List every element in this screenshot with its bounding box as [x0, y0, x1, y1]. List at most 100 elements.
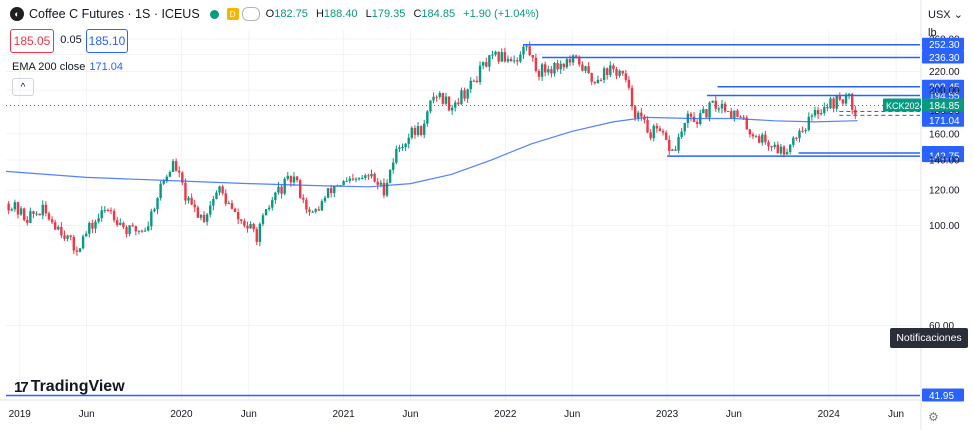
candle-body: [547, 69, 550, 73]
collapse-legend-button[interactable]: ^: [12, 78, 34, 96]
candle-body: [714, 100, 717, 109]
candle-body: [361, 177, 364, 179]
settings-gear-icon[interactable]: ⚙: [928, 410, 939, 424]
chevron-down-icon: ⌄: [953, 9, 963, 21]
candle-body: [590, 73, 593, 82]
candle-body: [283, 178, 286, 194]
tradingview-mark-icon: 17: [14, 378, 29, 396]
candle-body: [267, 207, 271, 210]
candle-body: [512, 60, 516, 62]
candle-body: [798, 130, 801, 139]
candle-body: [100, 210, 103, 219]
candle-body: [103, 210, 106, 212]
candle-body: [494, 51, 497, 55]
candle-body: [119, 222, 122, 225]
price-tick-label: 180.00: [929, 106, 960, 117]
candle-body: [41, 204, 44, 216]
candle-body: [761, 134, 764, 143]
price-level-label: 41.95: [929, 391, 954, 402]
symbol-badge: [883, 98, 921, 112]
candle-body: [32, 211, 35, 214]
candle-body: [35, 213, 38, 215]
candle-body: [376, 181, 379, 185]
delay-badge: D: [226, 8, 239, 20]
candle-body: [181, 172, 184, 183]
candle-body: [804, 129, 807, 132]
candle-body: [671, 149, 674, 151]
candle-body: [199, 214, 203, 218]
candle-body: [16, 202, 20, 215]
candle-body: [683, 122, 686, 132]
candle-body: [91, 223, 94, 229]
candle-body: [53, 222, 57, 230]
current-price-box: [922, 98, 964, 112]
sell-button[interactable]: 185.05: [10, 29, 54, 53]
candle-body: [416, 126, 420, 135]
candle-body: [218, 186, 221, 193]
candle-body: [550, 69, 553, 74]
time-tick-label: Jun: [402, 409, 418, 420]
candle-body: [820, 113, 823, 115]
buy-button[interactable]: 185.10: [86, 29, 128, 53]
candle-body: [810, 115, 814, 117]
eye-icon[interactable]: [241, 7, 260, 21]
candle-body: [680, 131, 683, 137]
candle-body: [466, 89, 469, 99]
candle-body: [44, 204, 48, 214]
candle-body: [314, 209, 317, 212]
candle-body: [584, 66, 587, 71]
price-tick-label: 140.00: [929, 155, 960, 166]
candle-body: [379, 182, 383, 185]
candle-body: [404, 143, 407, 148]
candle-body: [333, 185, 336, 194]
candle-body: [72, 236, 75, 251]
candle-body: [292, 176, 296, 183]
candle-body: [147, 226, 150, 231]
candle-body: [438, 93, 441, 97]
candle-body: [116, 220, 119, 225]
candle-body: [165, 176, 169, 182]
candle-body: [457, 102, 460, 105]
candle-body: [733, 110, 736, 118]
candle-body: [298, 180, 302, 198]
ema-200-line[interactable]: [5, 116, 858, 188]
time-tick-label: 2019: [9, 409, 32, 420]
candle-body: [509, 59, 513, 62]
time-tick-label: Jun: [79, 409, 95, 420]
price-label-box: [922, 113, 964, 127]
candle-body: [795, 137, 798, 139]
candle-body: [66, 235, 69, 239]
time-tick-label: Jun: [726, 409, 742, 420]
candle-body: [767, 142, 770, 147]
candle-body: [581, 64, 584, 71]
spread-value: 0.05: [60, 34, 82, 46]
candle-body: [630, 87, 634, 107]
currency-selector[interactable]: USX ⌄: [928, 9, 963, 21]
current-price-label: 184.85: [929, 101, 960, 112]
candle-body: [537, 70, 541, 77]
symbol-title[interactable]: Coffee C Futures · 1S · ICEUS: [29, 7, 200, 21]
candle-body: [705, 109, 708, 118]
candle-body: [125, 227, 128, 234]
candle-body: [730, 111, 733, 118]
candle-body: [432, 96, 435, 101]
candle-body: [637, 112, 640, 118]
tradingview-logo[interactable]: 17 TradingView: [14, 378, 125, 396]
candle-body: [472, 80, 476, 82]
candle-body: [652, 125, 655, 139]
candle-body: [342, 181, 345, 186]
unit-selector[interactable]: lb: [928, 27, 937, 39]
candle-body: [556, 62, 559, 70]
candle-body: [754, 136, 758, 138]
candle-body: [739, 116, 742, 118]
price-tick-label: 160.00: [929, 129, 960, 140]
candle-body: [444, 96, 448, 104]
candle-body: [426, 111, 429, 124]
ema-legend[interactable]: EMA 200 close 171.04: [12, 61, 124, 73]
candle-body: [308, 209, 311, 212]
candle-body: [112, 211, 116, 221]
candle-body: [633, 106, 637, 118]
candle-body: [97, 218, 100, 222]
candle-body: [506, 59, 510, 62]
